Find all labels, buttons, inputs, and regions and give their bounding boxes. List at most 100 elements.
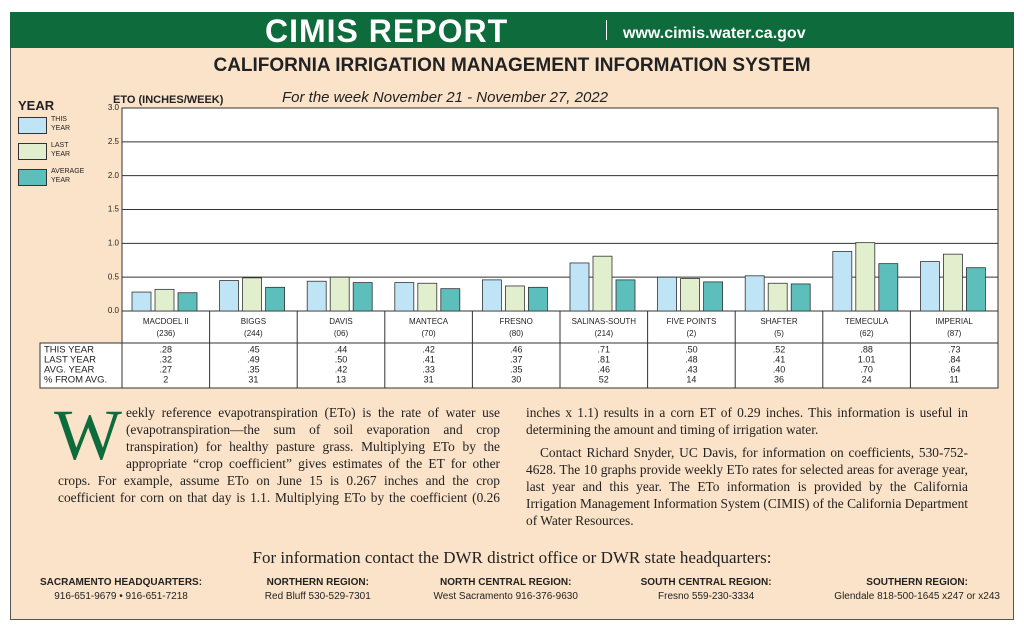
bar <box>394 282 415 312</box>
value-label: .49 <box>247 354 260 364</box>
bar <box>242 277 263 312</box>
bar <box>767 282 788 312</box>
bar <box>592 255 613 312</box>
pct-from-avg: 24 <box>862 374 872 384</box>
value-label: .52 <box>773 344 786 354</box>
x-tick-label: DAVIS <box>329 317 352 326</box>
contacts: SACRAMENTO HEADQUARTERS: 916-651-9679 • 9… <box>40 577 1000 602</box>
legend-title: YEAR <box>18 98 55 113</box>
subtitle: CALIFORNIA IRRIGATION MANAGEMENT INFORMA… <box>213 55 811 76</box>
station-id: (06) <box>334 329 349 338</box>
value-label: .35 <box>247 364 260 374</box>
legend-item: LAST YEAR <box>18 142 70 165</box>
pct-from-avg: 31 <box>424 374 434 384</box>
chart-title: For the week November 21 - November 27, … <box>282 89 609 106</box>
value-label: .28 <box>160 344 173 354</box>
value-label: .41 <box>773 354 786 364</box>
contact-title: NORTH CENTRAL REGION: <box>439 577 572 588</box>
contact: SOUTHERN REGION: Glendale 818-500-1645 x2… <box>834 577 1000 602</box>
bar <box>966 267 986 312</box>
legend-item: THIS YEAR <box>18 116 70 139</box>
value-label: .64 <box>948 364 961 374</box>
paragraph: Contact Richard Snyder, UC Davis, for in… <box>526 444 968 529</box>
value-label: .43 <box>685 364 698 374</box>
y-tick-label: 0.5 <box>108 272 120 281</box>
pct-from-avg: 31 <box>248 374 258 384</box>
bar <box>306 280 327 312</box>
x-tick-label: TEMECULA <box>845 317 889 326</box>
legend-label: AVERAGE YEAR <box>51 168 85 184</box>
y-tick-label: 0.0 <box>108 306 120 315</box>
value-label: .81 <box>598 354 611 364</box>
x-tick-label: SHAFTER <box>760 317 798 326</box>
divider <box>606 20 607 40</box>
value-label: .46 <box>510 344 523 354</box>
station-id: (244) <box>244 329 263 338</box>
value-label: .84 <box>948 354 961 364</box>
bar <box>680 278 700 312</box>
bar <box>481 279 502 312</box>
legend-label: THIS YEAR <box>51 116 71 132</box>
legend-swatch <box>18 169 47 186</box>
bar <box>154 288 175 312</box>
bar <box>329 276 350 312</box>
contact: SOUTH CENTRAL REGION: Fresno 559-230-3334 <box>641 577 772 602</box>
y-axis-label: ETO (INCHES/WEEK) <box>113 94 224 106</box>
y-tick-label: 3.0 <box>108 103 120 112</box>
report-title: CIMIS REPORT <box>265 13 509 49</box>
pct-from-avg: 14 <box>686 374 696 384</box>
row-label: LAST YEAR <box>44 355 96 366</box>
row-label: THIS YEAR <box>44 345 94 356</box>
value-label: .45 <box>247 344 260 354</box>
y-tick-label: 2.0 <box>108 171 120 180</box>
station-id: (70) <box>421 329 436 338</box>
contact-title: NORTHERN REGION: <box>266 577 369 588</box>
station-id: (214) <box>594 329 613 338</box>
bar <box>219 280 240 312</box>
x-tick-label: MANTECA <box>409 317 449 326</box>
value-label: .42 <box>422 344 435 354</box>
bar <box>131 291 152 312</box>
y-tick-label: 1.5 <box>108 205 120 214</box>
contact: NORTH CENTRAL REGION: West Sacramento 916… <box>434 577 578 602</box>
x-tick-label: BIGGS <box>241 317 266 326</box>
x-tick-label: FIVE POINTS <box>667 317 717 326</box>
bar <box>832 251 853 312</box>
bar <box>657 276 677 312</box>
x-tick-label: IMPERIAL <box>936 317 974 326</box>
contact: SACRAMENTO HEADQUARTERS: 916-651-9679 • 9… <box>40 577 202 602</box>
x-tick-label: MACDOEL II <box>143 317 189 326</box>
url: www.cimis.water.ca.gov <box>623 25 806 42</box>
value-label: .44 <box>335 344 348 354</box>
value-label: 1.01 <box>858 354 876 364</box>
bar <box>265 286 286 312</box>
bar <box>744 275 765 312</box>
bar <box>878 263 899 312</box>
bar <box>177 292 198 312</box>
y-tick-label: 1.0 <box>108 238 120 247</box>
bar <box>703 281 723 312</box>
x-tick-label: FRESNO <box>500 317 533 326</box>
value-label: .50 <box>685 344 698 354</box>
contact-line: West Sacramento 916-376-9630 <box>433 591 578 602</box>
bar <box>615 279 636 312</box>
station-id: (5) <box>774 329 784 338</box>
contact-line: Glendale 818-500-1645 x247 or x243 <box>834 591 1000 602</box>
pct-from-avg: 52 <box>599 374 609 384</box>
x-tick-label: SALINAS-SOUTH <box>572 317 637 326</box>
footer-heading: For information contact the DWR district… <box>252 548 772 567</box>
value-label: .46 <box>598 364 611 374</box>
legend: YEAR THIS YEAR LAST YEAR AVERAGE YEAR <box>18 98 84 191</box>
station-id: (236) <box>156 329 175 338</box>
station-id: (2) <box>687 329 697 338</box>
contact-title: SOUTHERN REGION: <box>866 577 968 588</box>
value-label: .27 <box>160 364 173 374</box>
bar <box>790 283 811 312</box>
bar <box>943 253 963 312</box>
header-bar: CIMIS REPORT www.cimis.water.ca.gov <box>10 12 1014 49</box>
pct-from-avg: 36 <box>774 374 784 384</box>
bar <box>504 285 525 312</box>
contact-line: 916-651-9679 • 916-651-7218 <box>54 591 188 602</box>
